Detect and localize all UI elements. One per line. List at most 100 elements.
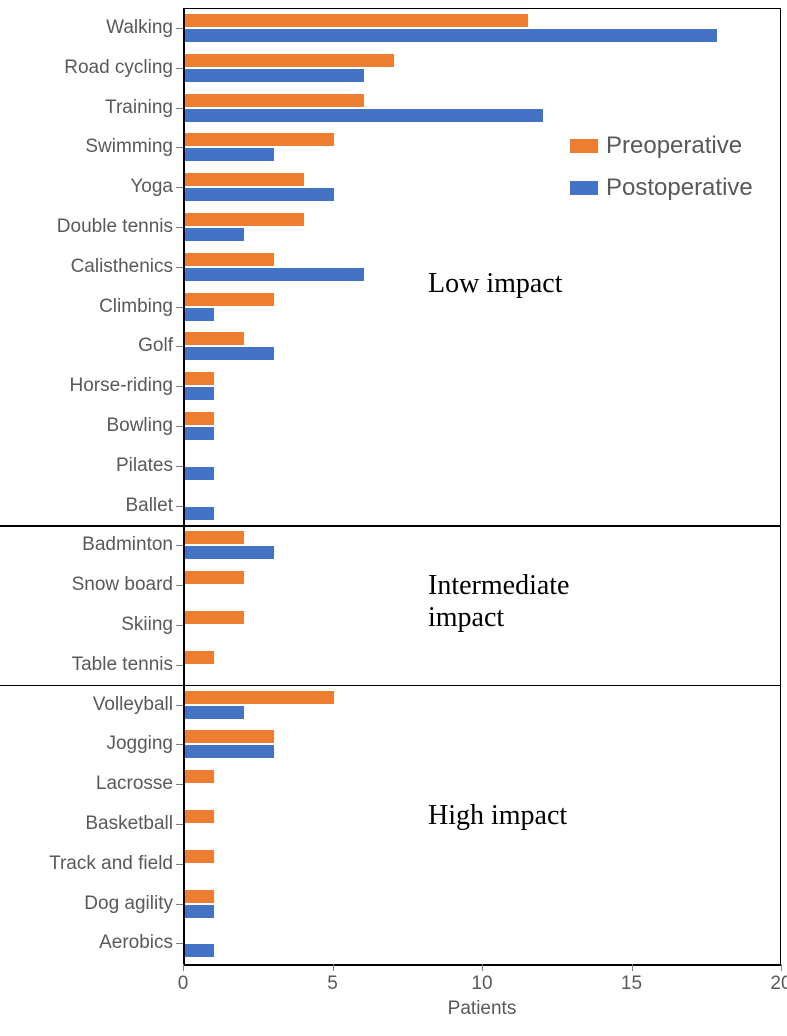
bar-postoperative — [185, 745, 275, 758]
bar-postoperative — [185, 507, 215, 520]
bar-postoperative — [185, 944, 215, 957]
bar-postoperative — [185, 109, 544, 122]
chart-container: 05101520PatientsWalkingRoad cyclingTrain… — [0, 0, 787, 1036]
bar-preoperative — [185, 890, 215, 903]
category-label: Lacrosse — [96, 773, 173, 795]
category-label: Walking — [106, 17, 173, 39]
y-tick — [176, 147, 183, 148]
bar-preoperative — [185, 770, 215, 783]
bar-preoperative — [185, 412, 215, 425]
y-tick — [176, 665, 183, 666]
bar-postoperative — [185, 29, 717, 42]
category-label: Double tennis — [57, 216, 173, 238]
section-label: Low impact — [428, 268, 563, 300]
category-label: Badminton — [82, 534, 173, 556]
bar-postoperative — [185, 905, 215, 918]
bar-postoperative — [185, 427, 215, 440]
category-label: Golf — [138, 335, 173, 357]
bar-postoperative — [185, 228, 245, 241]
bar-preoperative — [185, 730, 275, 743]
y-tick — [176, 545, 183, 546]
category-label: Basketball — [85, 813, 173, 835]
y-tick — [176, 108, 183, 109]
bar-preoperative — [185, 293, 275, 306]
bar-postoperative — [185, 706, 245, 719]
x-tick — [333, 964, 334, 971]
bar-preoperative — [185, 531, 245, 544]
legend-label: Postoperative — [606, 174, 753, 202]
legend-label: Preoperative — [606, 132, 742, 160]
legend-swatch — [570, 139, 598, 153]
y-tick — [176, 68, 183, 69]
legend: Preoperative Postoperative — [570, 132, 753, 216]
y-tick — [176, 784, 183, 785]
section-divider — [0, 685, 781, 687]
category-label: Skiing — [121, 614, 173, 636]
category-label: Yoga — [130, 176, 173, 198]
y-tick — [176, 824, 183, 825]
section-divider — [0, 525, 781, 527]
x-tick — [183, 964, 184, 971]
category-label: Track and field — [49, 853, 173, 875]
x-tick-label: 15 — [621, 973, 642, 995]
y-tick — [176, 426, 183, 427]
bar-preoperative — [185, 332, 245, 345]
category-label: Road cycling — [64, 57, 173, 79]
category-label: Bowling — [106, 415, 173, 437]
category-label: Aerobics — [99, 932, 173, 954]
bar-preoperative — [185, 691, 335, 704]
bar-preoperative — [185, 810, 215, 823]
bar-postoperative — [185, 387, 215, 400]
bar-preoperative — [185, 133, 335, 146]
y-tick — [176, 386, 183, 387]
y-tick — [176, 227, 183, 228]
bar-postoperative — [185, 148, 275, 161]
x-tick-label: 20 — [770, 973, 787, 995]
category-label: Training — [105, 97, 173, 119]
category-label: Table tennis — [72, 654, 173, 676]
bar-postoperative — [185, 467, 215, 480]
y-tick — [176, 585, 183, 586]
section-label: Intermediate impact — [428, 570, 569, 634]
section-label: High impact — [428, 800, 567, 832]
bar-postoperative — [185, 546, 275, 559]
y-tick — [176, 864, 183, 865]
y-tick — [176, 705, 183, 706]
category-label: Calisthenics — [71, 256, 173, 278]
bar-preoperative — [185, 94, 364, 107]
y-tick — [176, 307, 183, 308]
x-axis-title: Patients — [448, 998, 517, 1020]
bar-preoperative — [185, 14, 529, 27]
legend-item: Preoperative — [570, 132, 753, 160]
bar-postoperative — [185, 69, 364, 82]
y-tick — [176, 744, 183, 745]
bar-preoperative — [185, 651, 215, 664]
bar-preoperative — [185, 850, 215, 863]
x-tick-label: 0 — [178, 973, 189, 995]
category-label: Horse-riding — [70, 375, 173, 397]
y-tick — [176, 466, 183, 467]
bar-postoperative — [185, 268, 364, 281]
category-label: Climbing — [99, 296, 173, 318]
y-tick — [176, 506, 183, 507]
bar-postoperative — [185, 347, 275, 360]
y-tick — [176, 346, 183, 347]
bar-preoperative — [185, 213, 305, 226]
y-tick — [176, 28, 183, 29]
category-label: Jogging — [106, 733, 173, 755]
y-tick — [176, 625, 183, 626]
category-label: Dog agility — [84, 893, 173, 915]
bar-preoperative — [185, 54, 394, 67]
legend-swatch — [570, 181, 598, 195]
bar-preoperative — [185, 571, 245, 584]
bar-postoperative — [185, 308, 215, 321]
y-tick — [176, 267, 183, 268]
category-label: Snow board — [72, 574, 173, 596]
x-tick-label: 5 — [327, 973, 338, 995]
bar-preoperative — [185, 253, 275, 266]
category-label: Pilates — [116, 455, 173, 477]
legend-item: Postoperative — [570, 174, 753, 202]
bar-preoperative — [185, 173, 305, 186]
y-tick — [176, 904, 183, 905]
bar-preoperative — [185, 372, 215, 385]
